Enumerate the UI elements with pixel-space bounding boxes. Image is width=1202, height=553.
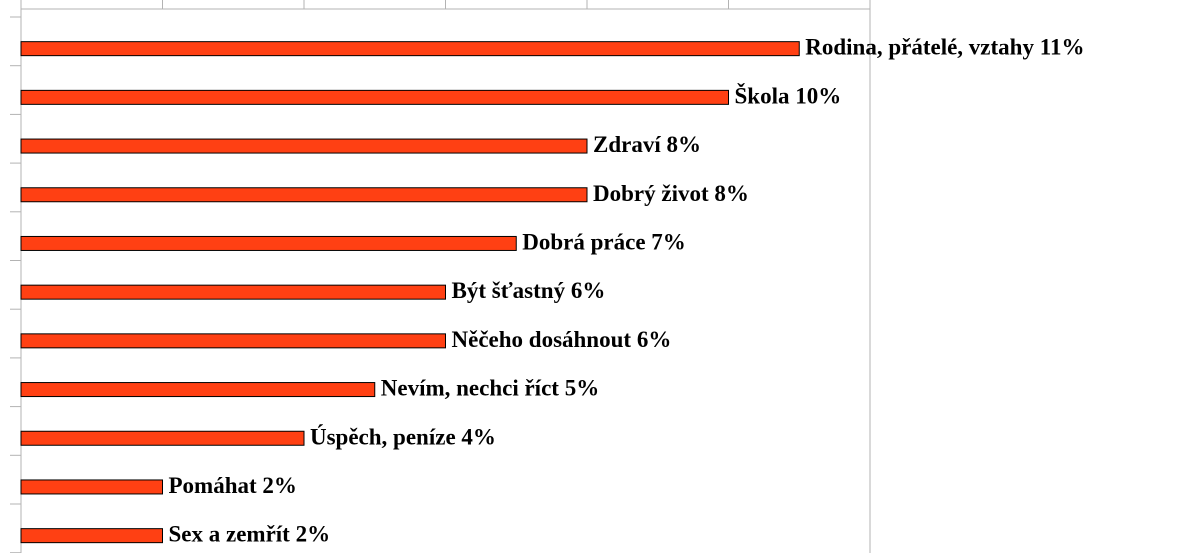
category-label: Sex a zemřít — [169, 522, 291, 547]
category-label: Zdraví — [593, 132, 661, 157]
value-label: 7% — [651, 230, 686, 255]
category-label: Být šťastný — [452, 278, 566, 303]
value-label: 11% — [1040, 35, 1085, 60]
bar — [20, 284, 446, 300]
bar — [20, 333, 446, 349]
bar — [20, 382, 376, 398]
value-label: 2% — [296, 522, 331, 547]
data-label: Dobrá práce 7% — [522, 230, 686, 255]
category-label: Úspěch, peníze — [310, 425, 456, 450]
value-label: 10% — [795, 84, 841, 109]
bar — [20, 479, 163, 495]
value-label: 2% — [262, 473, 297, 498]
bar — [20, 138, 588, 154]
category-label: Nevím, nechci říct — [381, 376, 560, 401]
data-label: Rodina, přátelé, vztahy 11% — [805, 35, 1084, 60]
bar — [20, 430, 305, 446]
data-label: Pomáhat 2% — [169, 473, 297, 498]
category-label: Rodina, přátelé, vztahy — [805, 35, 1034, 60]
category-label: Něčeho dosáhnout — [452, 327, 632, 352]
data-label: Sex a zemřít 2% — [169, 522, 331, 547]
category-label: Dobrá práce — [522, 230, 645, 255]
data-label: Úspěch, peníze 4% — [310, 425, 496, 450]
bar — [20, 528, 163, 544]
value-label: 8% — [666, 132, 701, 157]
bar — [20, 187, 588, 203]
category-label: Dobrý život — [593, 181, 709, 206]
data-label: Nevím, nechci říct 5% — [381, 376, 599, 401]
category-label: Pomáhat — [169, 473, 258, 498]
value-label: 8% — [714, 181, 749, 206]
data-label: Dobrý život 8% — [593, 181, 749, 206]
data-label: Něčeho dosáhnout 6% — [452, 327, 672, 352]
value-label: 6% — [571, 278, 606, 303]
value-label: 5% — [565, 376, 600, 401]
category-label: Škola — [735, 83, 790, 109]
value-label: 4% — [461, 425, 496, 450]
value-label: 6% — [637, 327, 672, 352]
bar — [20, 89, 729, 105]
bar — [20, 41, 800, 57]
data-label: Škola 10% — [735, 83, 842, 109]
bar — [20, 235, 517, 251]
data-label: Být šťastný 6% — [452, 278, 606, 303]
data-label: Zdraví 8% — [593, 132, 701, 157]
